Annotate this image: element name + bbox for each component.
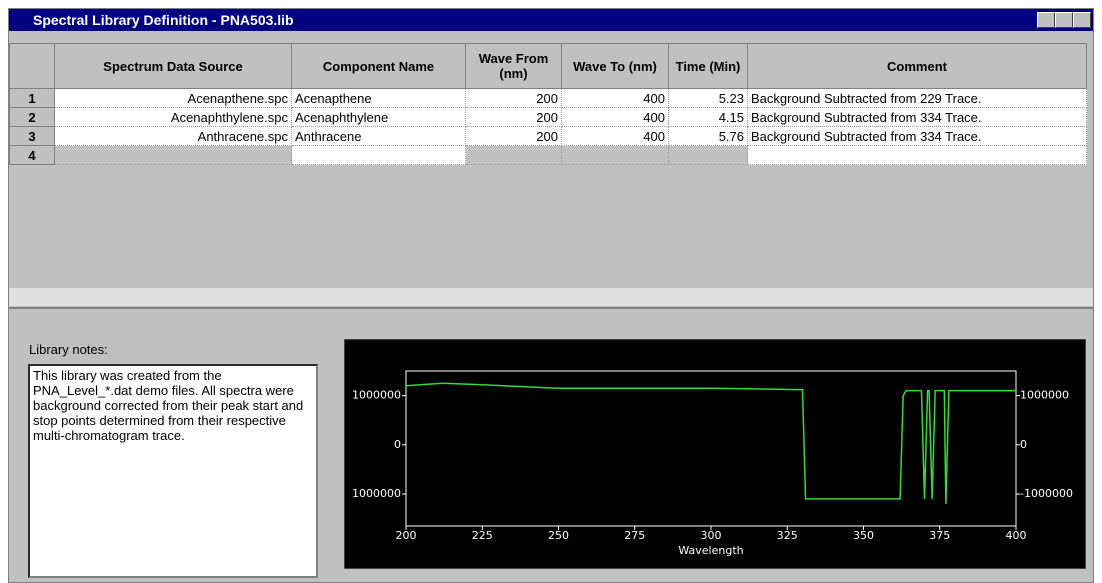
column-header: Time (Min) — [668, 43, 748, 89]
x-tick-label: 325 — [777, 529, 798, 542]
header-row: Spectrum Data Source Component Name Wave F… — [9, 43, 1087, 89]
table-cell: 400 — [561, 88, 669, 108]
table-cell: 200 — [465, 107, 562, 127]
column-header: Comment — [747, 43, 1087, 89]
table-cell: 200 — [465, 126, 562, 146]
table-cell: 5.23 — [668, 88, 748, 108]
x-tick-label: 375 — [929, 529, 950, 542]
row-header: 3 — [9, 126, 55, 146]
window: Spectral Library Definition - PNA503.lib… — [8, 8, 1094, 583]
notes-label: Library notes: — [29, 342, 108, 357]
window-title: Spectral Library Definition - PNA503.lib — [33, 12, 294, 28]
x-tick-label: 350 — [853, 529, 874, 542]
table-cell: Background Subtracted from 334 Trace. — [747, 107, 1087, 127]
minimize-button[interactable] — [1037, 12, 1055, 28]
table-cell: 5.76 — [668, 126, 748, 146]
x-tick-label: 275 — [624, 529, 645, 542]
table-cell — [291, 145, 466, 165]
table-cell: Acenapthene.spc — [54, 88, 292, 108]
x-tick-label: 400 — [1006, 529, 1027, 542]
table-row: 3 Anthracene.spc Anthracene 200 400 5.76 Backg… — [9, 126, 1087, 146]
table-row: 2 Acenaphthylene.spc Acenaphthylene 200 400 4… — [9, 107, 1087, 127]
column-header: Wave From (nm) — [465, 43, 562, 89]
table-cell — [668, 145, 748, 165]
column-header: Component Name — [291, 43, 466, 89]
table-cell: Background Subtracted from 229 Trace. — [747, 88, 1087, 108]
y-tick-label: 0 — [394, 438, 401, 451]
x-axis-label: Wavelength — [678, 544, 743, 557]
notes-text[interactable]: This library was created from the PNA_Le… — [28, 364, 318, 578]
table-cell: 400 — [561, 107, 669, 127]
maximize-button[interactable] — [1055, 12, 1073, 28]
table-cell: Anthracene — [291, 126, 466, 146]
row-header: 2 — [9, 107, 55, 127]
x-tick-label: 300 — [701, 529, 722, 542]
row-header: 1 — [9, 88, 55, 108]
x-tick-label: 225 — [472, 529, 493, 542]
table-cell — [747, 145, 1087, 165]
y-tick-label: 1000000 — [352, 487, 401, 500]
table-cell: Acenaphthylene — [291, 107, 466, 127]
table-cell — [54, 145, 292, 165]
table-cell: Anthracene.spc — [54, 126, 292, 146]
table-cell: 400 — [561, 126, 669, 146]
x-tick-label: 200 — [396, 529, 417, 542]
chart-background — [344, 339, 1086, 569]
table-row: 1 Acenapthene.spc Acenapthene 200 400 5.23 Bac… — [9, 88, 1087, 108]
row-header: 4 — [9, 145, 55, 165]
table-cell: Background Subtracted from 334 Trace. — [747, 126, 1087, 146]
close-button[interactable] — [1073, 12, 1091, 28]
x-tick-label: 250 — [548, 529, 569, 542]
spectrum-chart: 200 225 250 275 300 325 350 375 400 1000000 0 10000… — [344, 339, 1086, 569]
library-table: Spectrum Data Source Component Name Wave F… — [9, 43, 1087, 165]
table-cell: 200 — [465, 88, 562, 108]
table-cell — [465, 145, 562, 165]
corner-cell — [9, 43, 55, 89]
table-row: 4 — [9, 145, 1087, 165]
table-cell: Acenaphthylene.spc — [54, 107, 292, 127]
table-cell: 4.15 — [668, 107, 748, 127]
table-cell: Acenapthene — [291, 88, 466, 108]
table-cell — [561, 145, 669, 165]
y2-tick-label: -1000000 — [1020, 487, 1073, 500]
y-tick-label: 1000000 — [352, 389, 401, 402]
y2-tick-label: 1000000 — [1020, 389, 1069, 402]
title-bar: Spectral Library Definition - PNA503.lib — [9, 9, 1093, 31]
y2-tick-label: 0 — [1020, 438, 1027, 451]
column-header: Spectrum Data Source — [54, 43, 292, 89]
column-header: Wave To (nm) — [561, 43, 669, 89]
spectrum-line — [405, 382, 1016, 504]
horizontal-scrollbar[interactable] — [9, 288, 1093, 306]
